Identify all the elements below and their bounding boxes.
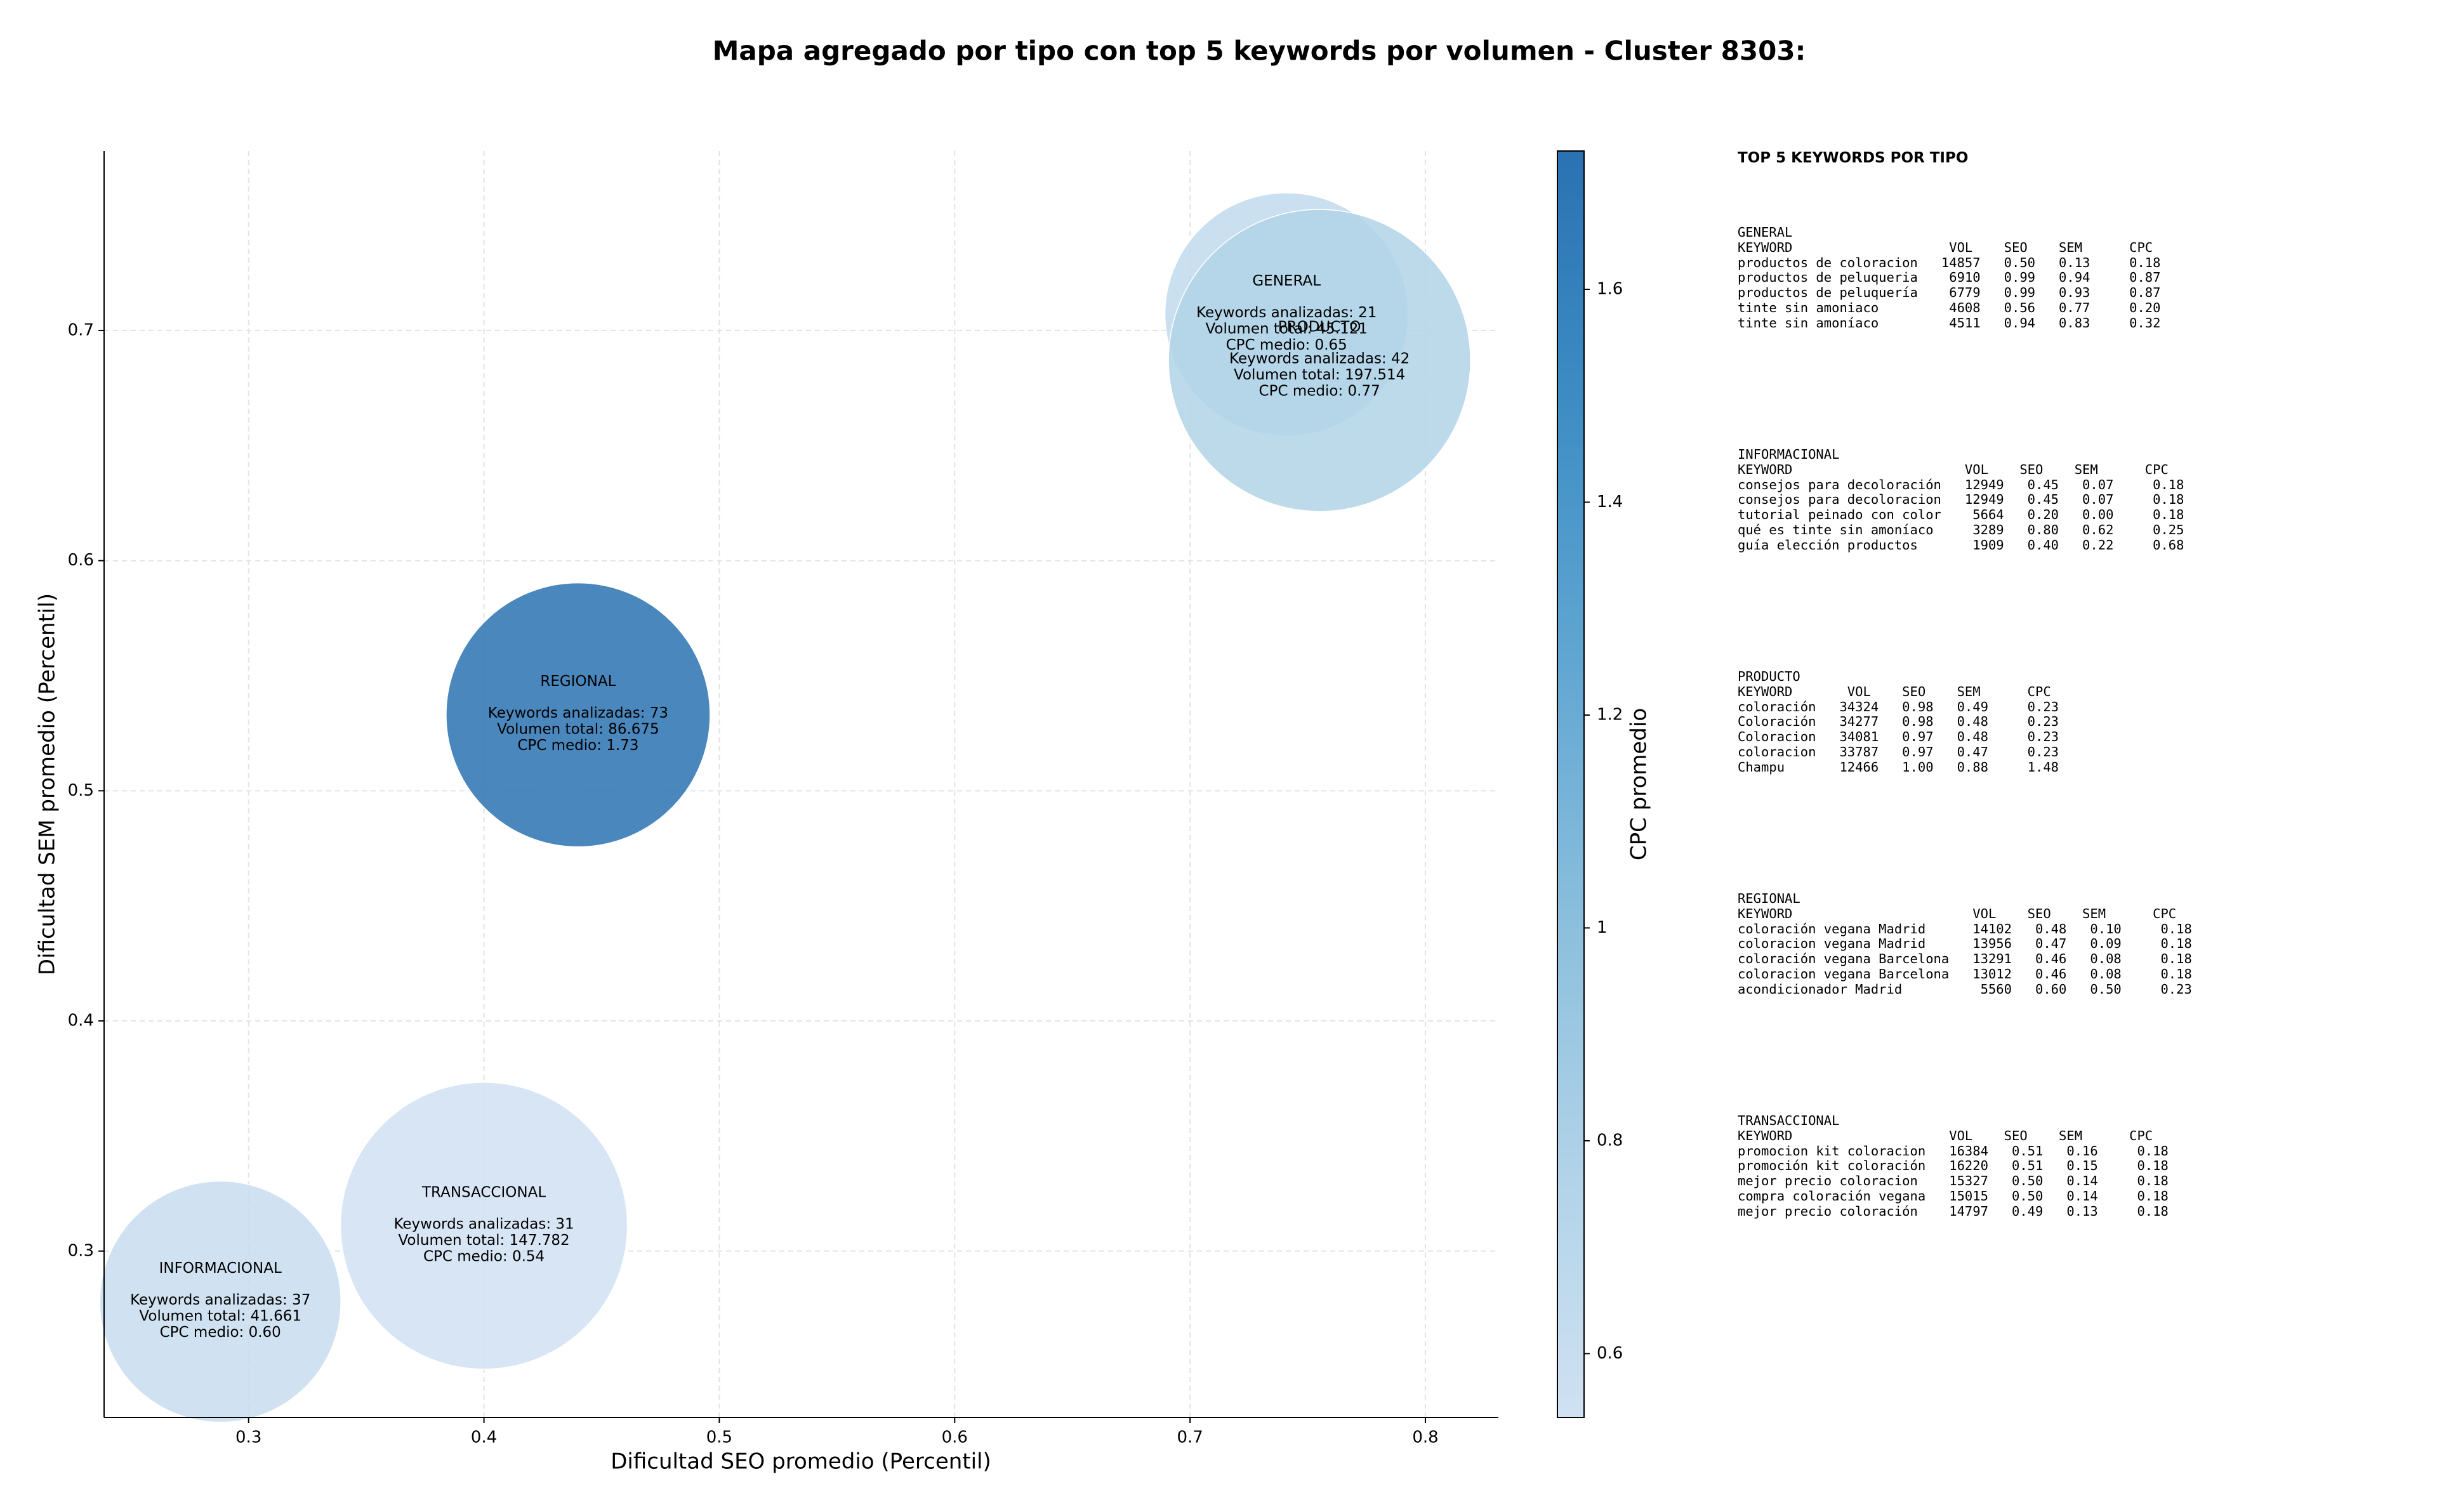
x-tick-label: 0.4	[471, 1428, 497, 1447]
table-row: coloración vegana Barcelona 13291 0.46 0…	[1738, 951, 2192, 967]
bubble-annotation: Keywords analizadas: 37	[130, 1292, 310, 1308]
x-tick-label: 0.5	[706, 1428, 732, 1447]
table-row: tinte sin amoníaco 4511 0.94 0.83 0.32	[1738, 315, 2161, 331]
y-tick-label: 0.4	[68, 1011, 94, 1030]
bubble-label: PRODUCTO	[1278, 319, 1361, 336]
keyword-section: REGIONAL KEYWORD VOL SEO SEM CPC coloració…	[1738, 891, 2192, 997]
table-row: promoción kit coloración 16220 0.51 0.15…	[1738, 1158, 2169, 1174]
table-row: compra coloración vegana 15015 0.50 0.14…	[1738, 1188, 2169, 1204]
table-row: qué es tinte sin amoníaco 3289 0.80 0.62…	[1738, 522, 2184, 537]
keyword-section: GENERAL KEYWORD VOL SEO SEM CPC productos …	[1738, 225, 2160, 331]
bubble-annotation: Volumen total: 45.121	[1205, 321, 1368, 338]
table-row: productos de peluquería 6779 0.99 0.93 0…	[1738, 285, 2161, 301]
table-row: coloracion vegana Madrid 13956 0.47 0.09…	[1738, 936, 2192, 952]
bubble-label: GENERAL	[1252, 273, 1321, 289]
table-row: Coloracion 34081 0.97 0.48 0.23	[1738, 729, 2059, 745]
bubble	[446, 582, 711, 848]
bubbles	[99, 192, 1471, 1423]
table-row: mejor precio coloracion 15327 0.50 0.14 …	[1738, 1173, 2169, 1189]
table-row: mejor precio coloración 14797 0.49 0.13 …	[1738, 1203, 2169, 1219]
x-tick-label: 0.6	[942, 1428, 968, 1447]
table-row: guía elección productos 1909 0.40 0.22 0…	[1738, 537, 2184, 553]
bubble-annotation: Volumen total: 86.675	[497, 721, 659, 738]
bubble-annotation: Keywords analizadas: 21	[1196, 305, 1377, 321]
table-row: consejos para decoloracion 12949 0.45 0.…	[1738, 492, 2184, 508]
table-row: coloración 34324 0.98 0.49 0.23	[1738, 699, 2059, 714]
bubble	[99, 1180, 341, 1423]
bubble-label: TRANSACCIONAL	[421, 1184, 546, 1200]
table-row: coloración vegana Madrid 14102 0.48 0.10…	[1738, 921, 2192, 937]
colorbar-tick-label: 1	[1597, 918, 1608, 937]
bubble-annotation: CPC medio: 0.60	[160, 1324, 281, 1341]
table-row: productos de peluqueria 6910 0.99 0.94 0…	[1738, 270, 2161, 286]
axes: 0.3 0.4 0.5 0.6 0.7 0.8 0.3 0.4 0.5 0.6 0.7 0.6 0.8 1…	[68, 150, 1623, 1447]
bubble	[1168, 209, 1471, 512]
bubble-annotation: Keywords analizadas: 42	[1229, 351, 1410, 367]
colorbar-label: CPC promedio	[1627, 708, 1652, 860]
table-header: KEYWORD VOL SEO SEM CPC	[1738, 239, 2153, 255]
table-header: KEYWORD VOL SEO SEM CPC	[1738, 461, 2169, 477]
colorbar-tick-label: 0.8	[1597, 1131, 1623, 1150]
table-row: tinte sin amoniaco 4608 0.56 0.77 0.20	[1738, 299, 2161, 315]
table-header: KEYWORD VOL SEO SEM CPC	[1738, 905, 2177, 921]
bubble-label: INFORMACIONAL	[159, 1260, 282, 1277]
panel-title: TOP 5 KEYWORDS POR TIPO	[1738, 150, 1969, 166]
table-row: productos de coloracion 14857 0.50 0.13 …	[1738, 254, 2161, 270]
bubble-annotation: CPC medio: 0.54	[423, 1248, 545, 1265]
bubble-label: REGIONAL	[540, 673, 616, 690]
section-title: PRODUCTO	[1738, 669, 1800, 684]
table-row: Coloración 34277 0.98 0.48 0.23	[1738, 714, 2059, 730]
bubble-annotation: CPC medio: 0.77	[1259, 383, 1380, 400]
section-title: REGIONAL	[1738, 891, 1800, 906]
table-row: tutorial peinado con color 5664 0.20 0.0…	[1738, 507, 2184, 523]
table-row: promocion kit coloracion 16384 0.51 0.16…	[1738, 1143, 2169, 1159]
section-title: TRANSACCIONAL	[1738, 1113, 1840, 1128]
y-axis-label: Dificultad SEM promedio (Percentil)	[35, 593, 60, 975]
table-row: coloracion 33787 0.97 0.47 0.23	[1738, 744, 2059, 759]
keyword-section: INFORMACIONAL KEYWORD VOL SEO SEM CPC cons…	[1738, 447, 2184, 553]
table-row: coloracion vegana Barcelona 13012 0.46 0…	[1738, 966, 2192, 982]
bubble-annotation: CPC medio: 0.65	[1226, 337, 1347, 353]
bubble	[340, 1082, 628, 1370]
keyword-section: PRODUCTO KEYWORD VOL SEO SEM CPC coloració…	[1738, 669, 2059, 775]
section-title: GENERAL	[1738, 225, 1793, 240]
y-tick-label: 0.7	[68, 320, 94, 339]
table-row: Champu 12466 1.00 0.88 1.48	[1738, 759, 2059, 775]
colorbar-tick-label: 0.6	[1597, 1344, 1623, 1363]
colorbar	[1557, 150, 1585, 1418]
y-tick-label: 0.5	[68, 781, 94, 800]
bubble-annotation: Keywords analizadas: 73	[488, 705, 668, 721]
keyword-section: TRANSACCIONAL KEYWORD VOL SEO SEM CPC prom…	[1738, 1113, 2169, 1219]
bubble-annotation: CPC medio: 1.73	[517, 737, 638, 754]
table-header: KEYWORD VOL SEO SEM CPC	[1738, 683, 2051, 699]
chart-title: Mapa agregado por tipo con top 5 keyword…	[713, 36, 1806, 67]
bubble-annotation: Volumen total: 41.661	[139, 1308, 301, 1325]
table-row: consejos para decoloración 12949 0.45 0.…	[1738, 477, 2184, 492]
section-title: INFORMACIONAL	[1738, 447, 1840, 462]
bubble-annotation: Volumen total: 147.782	[398, 1232, 569, 1249]
colorbar-tick-label: 1.6	[1597, 280, 1623, 299]
bubble-annotation: Keywords analizadas: 31	[393, 1216, 574, 1232]
y-tick-label: 0.6	[68, 551, 94, 570]
colorbar-tick-label: 1.4	[1597, 492, 1623, 511]
bubble-annotation: Volumen total: 197.514	[1234, 367, 1405, 383]
x-tick-label: 0.8	[1412, 1428, 1438, 1447]
y-tick-label: 0.3	[68, 1241, 94, 1260]
table-row: acondicionador Madrid 5560 0.60 0.50 0.2…	[1738, 981, 2192, 997]
x-tick-label: 0.7	[1177, 1428, 1203, 1447]
x-axis-label: Dificultad SEO promedio (Percentil)	[611, 1449, 991, 1475]
table-header: KEYWORD VOL SEO SEM CPC	[1738, 1127, 2153, 1143]
colorbar-tick-label: 1.2	[1597, 705, 1623, 724]
x-tick-label: 0.3	[235, 1428, 261, 1447]
